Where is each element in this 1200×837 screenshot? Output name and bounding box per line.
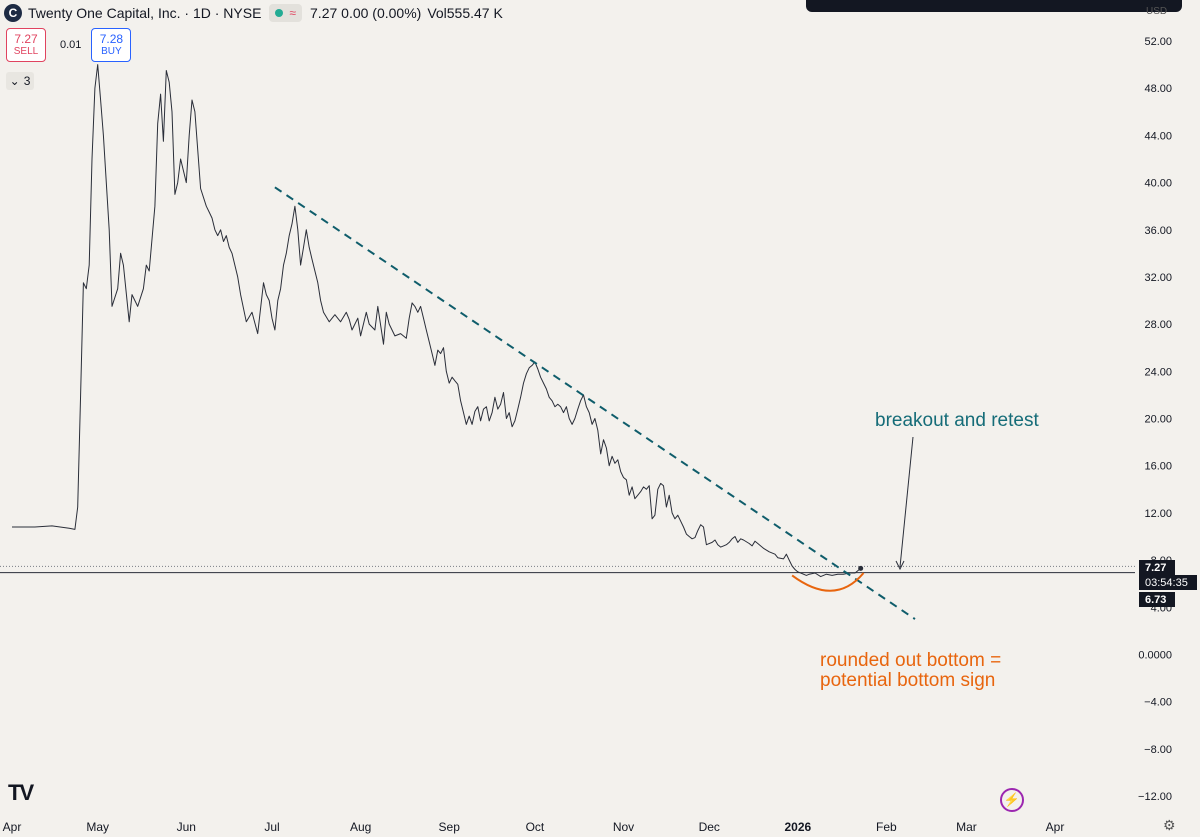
quote-values: 7.27 0.00 (0.00%)	[310, 5, 422, 21]
y-tick-label: 12.00	[1144, 508, 1172, 520]
countdown-badge: 03:54:35	[1145, 577, 1188, 589]
y-tick-label: 0.0000	[1138, 649, 1172, 661]
symbol-header: C Twenty One Capital, Inc. · 1D · NYSE ≈…	[0, 0, 503, 26]
volume-value: Vol555.47 K	[427, 5, 503, 21]
breakout-label: breakout and retest	[875, 410, 1039, 431]
lightning-icon[interactable]: ⚡	[1000, 788, 1024, 812]
y-tick-label: 24.00	[1144, 366, 1172, 378]
y-tick-label: 16.00	[1144, 461, 1172, 473]
rounded-bottom-label: rounded out bottom =	[820, 650, 1001, 671]
y-tick-label: 40.00	[1144, 178, 1172, 190]
x-tick-label: Oct	[526, 820, 545, 834]
annotation-arrow	[899, 436, 914, 568]
sell-label: SELL	[13, 46, 39, 58]
x-tick-label: Jul	[264, 820, 279, 834]
axis-currency: USD	[1146, 6, 1168, 17]
chevron-down-icon: ⌄	[9, 74, 20, 88]
y-tick-label: −8.00	[1144, 744, 1172, 756]
company-logo-icon: C	[4, 4, 22, 22]
x-tick-label: Aug	[350, 820, 371, 834]
symbol-title[interactable]: Twenty One Capital, Inc. · 1D · NYSE	[28, 5, 262, 21]
gear-icon[interactable]: ⚙	[1163, 817, 1176, 833]
low-marker-badge: 6.73	[1145, 594, 1166, 606]
y-tick-label: −12.00	[1138, 791, 1172, 803]
wave-icon: ≈	[289, 6, 297, 20]
sell-button[interactable]: 7.27 SELL	[6, 28, 46, 62]
rounded-bottom-label: potential bottom sign	[820, 670, 995, 691]
x-tick-label: Dec	[699, 820, 720, 834]
buy-price: 7.28	[99, 31, 124, 46]
rounded-bottom-arc	[791, 572, 865, 592]
x-tick-label: Apr	[3, 820, 22, 834]
y-tick-label: −4.00	[1144, 697, 1172, 709]
x-tick-label: Apr	[1046, 820, 1065, 834]
tradingview-logo-icon[interactable]: TV	[8, 780, 34, 805]
y-tick-label: 32.00	[1144, 272, 1172, 284]
x-tick-label: Jun	[177, 820, 196, 834]
y-tick-label: 44.00	[1144, 130, 1172, 142]
y-tick-label: 52.00	[1144, 36, 1172, 48]
x-tick-label: Mar	[956, 820, 977, 834]
x-tick-label: May	[86, 820, 109, 834]
spread-value: 0.01	[60, 39, 82, 51]
low-marker-badge-bg	[1139, 592, 1175, 607]
downtrend-line	[274, 186, 916, 620]
indicators-count: 3	[23, 74, 31, 88]
top-toolbar[interactable]	[806, 0, 1182, 12]
last-price-badge-bg	[1139, 560, 1175, 575]
y-tick-label: 48.00	[1144, 83, 1172, 95]
last-price-dot	[858, 565, 864, 571]
x-tick-label: 2026	[784, 820, 811, 834]
annotation-arrowhead	[895, 560, 905, 571]
market-status-pill[interactable]: ≈	[269, 4, 303, 22]
trade-panel: 7.27 SELL 0.01 7.28 BUY	[6, 28, 132, 62]
market-open-dot-icon	[275, 9, 284, 17]
x-tick-label: Feb	[876, 820, 897, 834]
y-tick-label: 28.00	[1144, 319, 1172, 331]
last-price-badge: 7.27	[1145, 562, 1166, 574]
indicators-toggle-button[interactable]: ⌄ 3	[6, 72, 34, 90]
buy-button[interactable]: 7.28 BUY	[91, 28, 132, 62]
y-tick-label: 36.00	[1144, 225, 1172, 237]
y-tick-label: 20.00	[1144, 414, 1172, 426]
x-tick-label: Sep	[439, 820, 461, 834]
price-line	[12, 64, 862, 578]
countdown-badge-bg	[1139, 575, 1197, 590]
sell-price: 7.27	[14, 31, 38, 46]
x-tick-label: Nov	[613, 820, 634, 834]
buy-label: BUY	[101, 46, 122, 58]
